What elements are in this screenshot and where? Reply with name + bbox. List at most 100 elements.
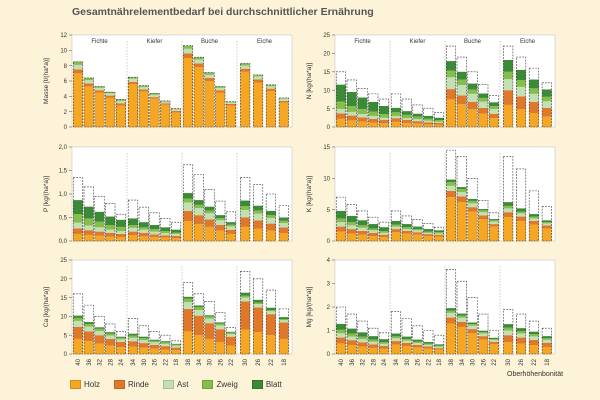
figure-title: Gesamtnährelementbedarf bei durchschnitt… (72, 6, 374, 18)
bar-segment-rinde (434, 234, 444, 237)
bar-segment-blatt (139, 222, 149, 228)
bar-total-outline (94, 86, 105, 128)
bar-segment-zweig (467, 324, 478, 326)
bar-segment-blatt (240, 200, 250, 207)
bar-segment-blatt (489, 337, 499, 339)
x-tick-label: 24 (382, 358, 388, 365)
bar-segment-rinde (412, 344, 423, 348)
bar-segment-holz (357, 346, 368, 354)
bar-segment-holz (423, 124, 433, 127)
bar-segment-blatt (516, 69, 526, 81)
bar-total-outline (225, 327, 237, 355)
bar-segment-ast (116, 100, 126, 104)
x-tick-label: 26 (218, 358, 224, 365)
legend-item-blatt: Blatt (251, 380, 282, 389)
bar-segment-rinde (423, 122, 433, 125)
bar-segment-ast (226, 226, 236, 230)
bar-segment-ast (266, 311, 276, 315)
y-tick-label: 15 (323, 145, 330, 151)
bar-segment-holz (368, 347, 378, 354)
bar-segment-ast (402, 229, 412, 231)
bar-segment-ast (139, 229, 149, 234)
species-label-buche: Buche (464, 39, 482, 45)
bar-segment-holz (253, 82, 263, 127)
bar-segment-rinde (489, 113, 499, 119)
bar-segment-zweig (391, 224, 401, 227)
bar-segment-rinde (194, 63, 204, 68)
bar-segment-holz (226, 345, 236, 354)
bar-total-outline (401, 318, 412, 355)
bar-segment-blatt (467, 199, 478, 201)
bar-segment-zweig (489, 338, 499, 340)
bar-segment-ast (529, 336, 539, 340)
bar-segment-ast (194, 310, 204, 316)
bar-total-outline (278, 97, 289, 128)
bar-segment-ast (412, 230, 423, 233)
bar-segment-holz (105, 236, 115, 241)
bar-segment-rinde (446, 190, 456, 198)
bar-segment-holz (215, 230, 225, 241)
bar-segment-holz (139, 91, 149, 127)
bar-segment-zweig (434, 232, 444, 234)
bar-total-outline (265, 289, 277, 355)
y-tick-label: 1 (327, 329, 331, 335)
bar-segment-holz (347, 120, 357, 127)
x-tick-label: 28 (371, 358, 377, 365)
bar-segment-holz (128, 84, 138, 127)
bar-segment-rinde (434, 122, 444, 125)
bar-segment-rinde (279, 227, 289, 234)
bar-segment-holz (446, 99, 456, 127)
bar-segment-holz (116, 105, 126, 127)
bar-segment-holz (542, 346, 552, 354)
legend-swatch (70, 380, 81, 389)
bar-segment-holz (516, 343, 526, 354)
bar-segment-blatt (183, 296, 193, 299)
y-axis-label: Masse [t/(ha*a)] (43, 58, 50, 104)
bar-segment-holz (116, 237, 126, 241)
x-tick-label: 18 (545, 358, 551, 365)
bar-segment-holz (347, 345, 357, 354)
bar-segment-ast (160, 343, 170, 347)
bar-segment-holz (489, 226, 499, 241)
x-tick-label: 26 (481, 358, 487, 365)
bar-segment-holz (94, 92, 105, 127)
bar-total-outline (72, 293, 84, 355)
bar-segment-zweig (529, 216, 539, 219)
bar-total-outline (478, 84, 489, 128)
bar-segment-ast (347, 336, 357, 341)
bar-segment-blatt (529, 79, 539, 89)
bar-segment-zweig (503, 71, 513, 80)
bar-segment-holz (336, 118, 346, 127)
bar-segment-rinde (457, 196, 467, 203)
bar-segment-blatt (434, 344, 444, 346)
y-tick-label: 25 (60, 258, 67, 264)
bar-segment-rinde (478, 107, 488, 114)
bar-segment-zweig (160, 100, 170, 102)
bar-segment-holz (529, 345, 539, 354)
bar-segment-holz (266, 335, 276, 354)
bar-total-outline (94, 196, 105, 242)
bar-total-outline (72, 177, 84, 242)
bar-segment-holz (183, 331, 193, 354)
bar-segment-rinde (542, 225, 552, 229)
bar-segment-zweig (171, 232, 181, 234)
bar-total-outline (193, 293, 204, 355)
bar-segment-ast (402, 340, 412, 343)
bar-segment-ast (529, 93, 539, 102)
bar-segment-holz (139, 347, 149, 354)
bar-segment-rinde (529, 220, 539, 225)
bar-segment-rinde (171, 110, 181, 113)
bar-segment-holz (253, 228, 263, 241)
bar-segment-ast (215, 87, 225, 91)
bar-segment-rinde (402, 230, 412, 234)
bar-segment-holz (434, 349, 444, 354)
x-tick-label: 30 (142, 358, 148, 365)
bar-total-outline (423, 223, 434, 242)
bar-segment-blatt (391, 220, 401, 225)
bar-segment-zweig (516, 331, 526, 334)
x-tick-label: 22 (426, 358, 432, 365)
y-tick-label: 0 (64, 352, 68, 358)
bar-segment-holz (402, 233, 412, 241)
bar-segment-zweig (542, 222, 552, 224)
bar-segment-holz (478, 339, 488, 354)
